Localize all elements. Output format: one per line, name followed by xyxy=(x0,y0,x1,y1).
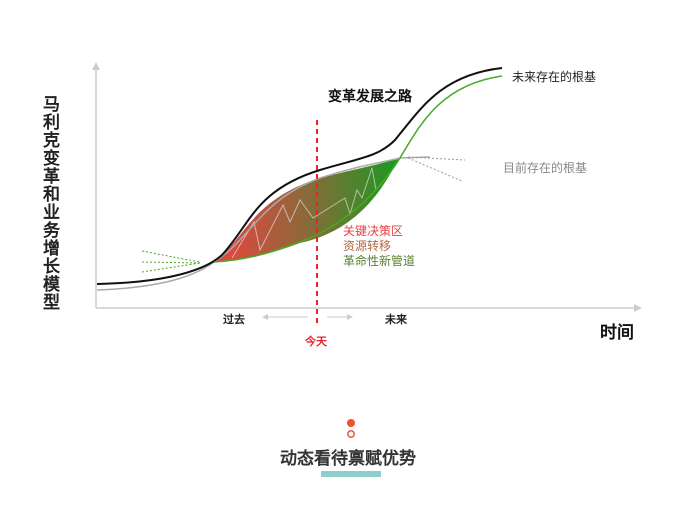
x-axis-arrow xyxy=(634,304,642,312)
zone-label-resource: 资源转移 xyxy=(343,239,392,253)
caption: 动态看待禀赋优势 xyxy=(280,449,416,469)
zone-zigzag xyxy=(231,167,377,259)
current-foundation-label: 目前存在的根基 xyxy=(503,161,588,175)
dot-filled xyxy=(347,419,355,427)
future-dashes xyxy=(407,156,466,182)
decision-zone xyxy=(214,158,399,262)
x-axis-label: 时间 xyxy=(600,323,634,343)
future-arrowhead xyxy=(347,314,353,320)
new-curve xyxy=(213,75,503,263)
past-arrowhead xyxy=(262,314,268,320)
future-foundation-label: 未来存在的根基 xyxy=(512,70,597,84)
dot-outline xyxy=(347,430,355,438)
future-foundation-curve xyxy=(96,67,503,285)
future-label: 未来 xyxy=(385,313,407,326)
current-foundation-curve xyxy=(96,156,431,291)
caption-underline xyxy=(321,471,381,477)
y-axis-label: 马利克变革和业务增长模型 xyxy=(39,95,59,311)
y-axis-arrow xyxy=(92,62,100,70)
today-label: 今天 xyxy=(305,335,327,348)
zone-label-decision: 关键决策区 xyxy=(343,224,404,238)
zone-label-pipeline: 革命性新管道 xyxy=(343,254,416,268)
past-dashes xyxy=(141,250,201,273)
past-label: 过去 xyxy=(223,313,245,326)
diagram-title: 变革发展之路 xyxy=(328,89,412,105)
